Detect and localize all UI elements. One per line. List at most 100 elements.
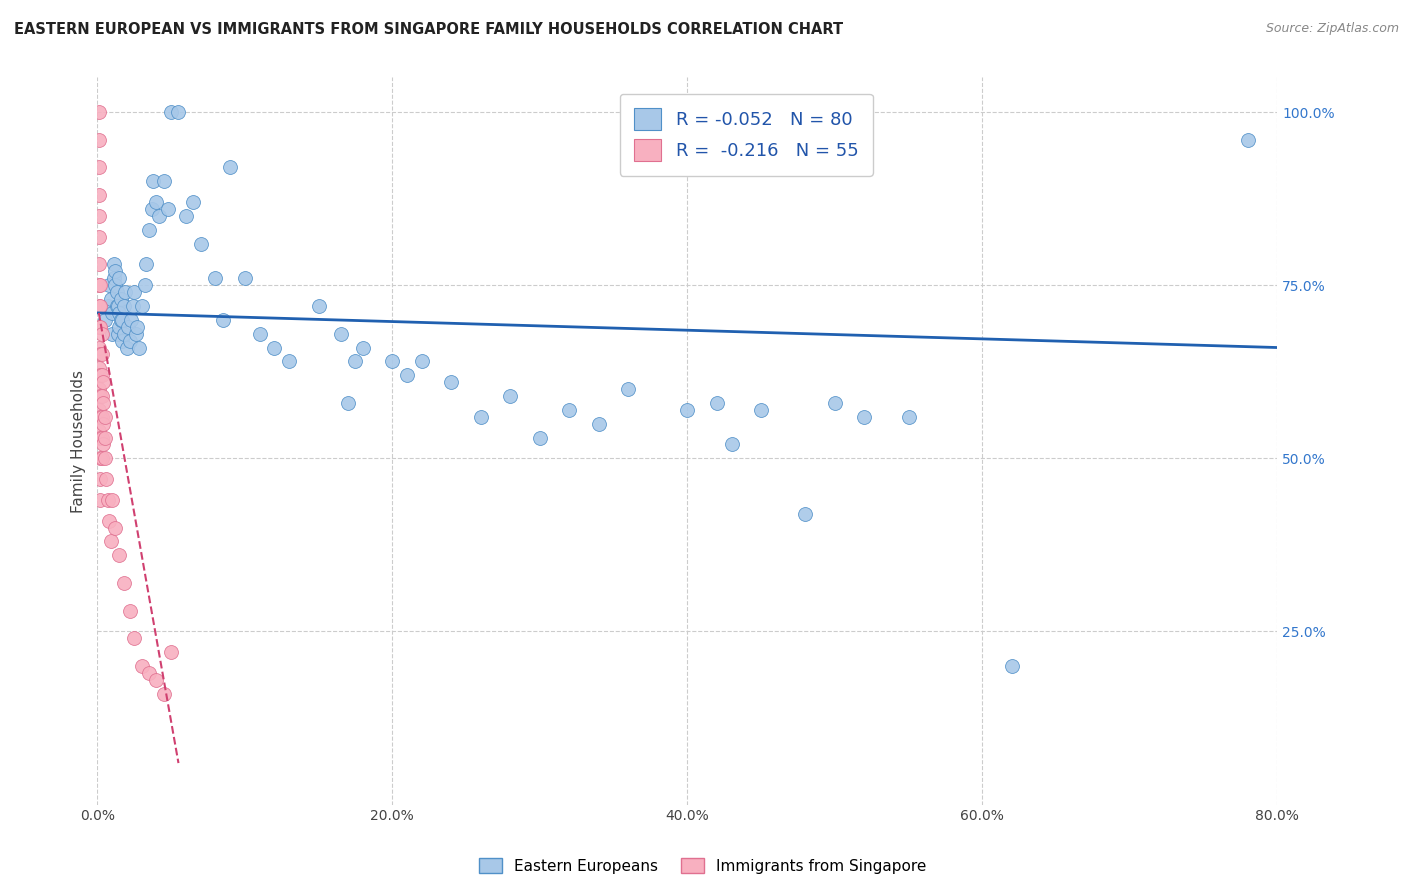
Point <box>118 604 141 618</box>
Point <box>749 402 772 417</box>
Point <box>101 306 124 320</box>
Point <box>89 319 111 334</box>
Point <box>91 437 114 451</box>
Point <box>411 354 433 368</box>
Point <box>93 431 115 445</box>
Point <box>107 299 129 313</box>
Point <box>112 326 135 341</box>
Point <box>131 659 153 673</box>
Point <box>134 278 156 293</box>
Point <box>91 375 114 389</box>
Point <box>90 409 112 424</box>
Point <box>122 285 145 300</box>
Point <box>87 424 110 438</box>
Point <box>219 161 242 175</box>
Point <box>278 354 301 368</box>
Point <box>204 271 226 285</box>
Point <box>108 549 131 563</box>
Point <box>110 313 132 327</box>
Point <box>108 319 131 334</box>
Point <box>160 105 183 120</box>
Point <box>89 389 111 403</box>
Point <box>112 576 135 591</box>
Point <box>794 507 817 521</box>
Point <box>108 306 131 320</box>
Point <box>118 334 141 348</box>
Point <box>344 354 367 368</box>
Point <box>190 236 212 251</box>
Point <box>100 292 122 306</box>
Point <box>90 347 112 361</box>
Point <box>87 209 110 223</box>
Point <box>87 299 110 313</box>
Point <box>1236 133 1258 147</box>
Point <box>152 174 174 188</box>
Point <box>87 278 110 293</box>
Point <box>93 313 115 327</box>
Point <box>91 396 114 410</box>
Point <box>103 271 125 285</box>
Point <box>440 375 463 389</box>
Point <box>138 223 160 237</box>
Point <box>120 313 142 327</box>
Point <box>167 105 190 120</box>
Point <box>145 673 167 687</box>
Point <box>93 451 115 466</box>
Point <box>96 472 118 486</box>
Point <box>90 431 112 445</box>
Point <box>110 292 132 306</box>
Point <box>89 409 111 424</box>
Point <box>89 451 111 466</box>
Point <box>104 264 127 278</box>
Point <box>104 520 127 534</box>
Point <box>588 417 610 431</box>
Point <box>115 341 138 355</box>
Point <box>100 534 122 549</box>
Point <box>112 299 135 313</box>
Point <box>117 319 139 334</box>
Point <box>396 368 419 383</box>
Point <box>128 341 150 355</box>
Point <box>111 334 134 348</box>
Point <box>174 209 197 223</box>
Point <box>89 431 111 445</box>
Point <box>91 417 114 431</box>
Point <box>122 632 145 646</box>
Point <box>135 257 157 271</box>
Point <box>121 299 143 313</box>
Point <box>824 396 846 410</box>
Point <box>107 326 129 341</box>
Point <box>263 341 285 355</box>
Point <box>233 271 256 285</box>
Point <box>114 285 136 300</box>
Point <box>211 313 233 327</box>
Point <box>87 257 110 271</box>
Point <box>87 341 110 355</box>
Point <box>87 229 110 244</box>
Point <box>148 209 170 223</box>
Point <box>101 492 124 507</box>
Point <box>98 278 121 293</box>
Point <box>90 451 112 466</box>
Point <box>89 368 111 383</box>
Point <box>87 161 110 175</box>
Point <box>105 285 128 300</box>
Point <box>706 396 728 410</box>
Point <box>1001 659 1024 673</box>
Point <box>105 299 128 313</box>
Point <box>499 389 522 403</box>
Point <box>897 409 920 424</box>
Point <box>98 514 121 528</box>
Point <box>558 402 581 417</box>
Point <box>352 341 374 355</box>
Legend: R = -0.052   N = 80, R =  -0.216   N = 55: R = -0.052 N = 80, R = -0.216 N = 55 <box>620 94 873 176</box>
Text: EASTERN EUROPEAN VS IMMIGRANTS FROM SINGAPORE FAMILY HOUSEHOLDS CORRELATION CHAR: EASTERN EUROPEAN VS IMMIGRANTS FROM SING… <box>14 22 844 37</box>
Text: Source: ZipAtlas.com: Source: ZipAtlas.com <box>1265 22 1399 36</box>
Point <box>103 257 125 271</box>
Point <box>90 326 112 341</box>
Point <box>111 313 134 327</box>
Point <box>87 105 110 120</box>
Point <box>89 347 111 361</box>
Point <box>90 389 112 403</box>
Point <box>108 271 131 285</box>
